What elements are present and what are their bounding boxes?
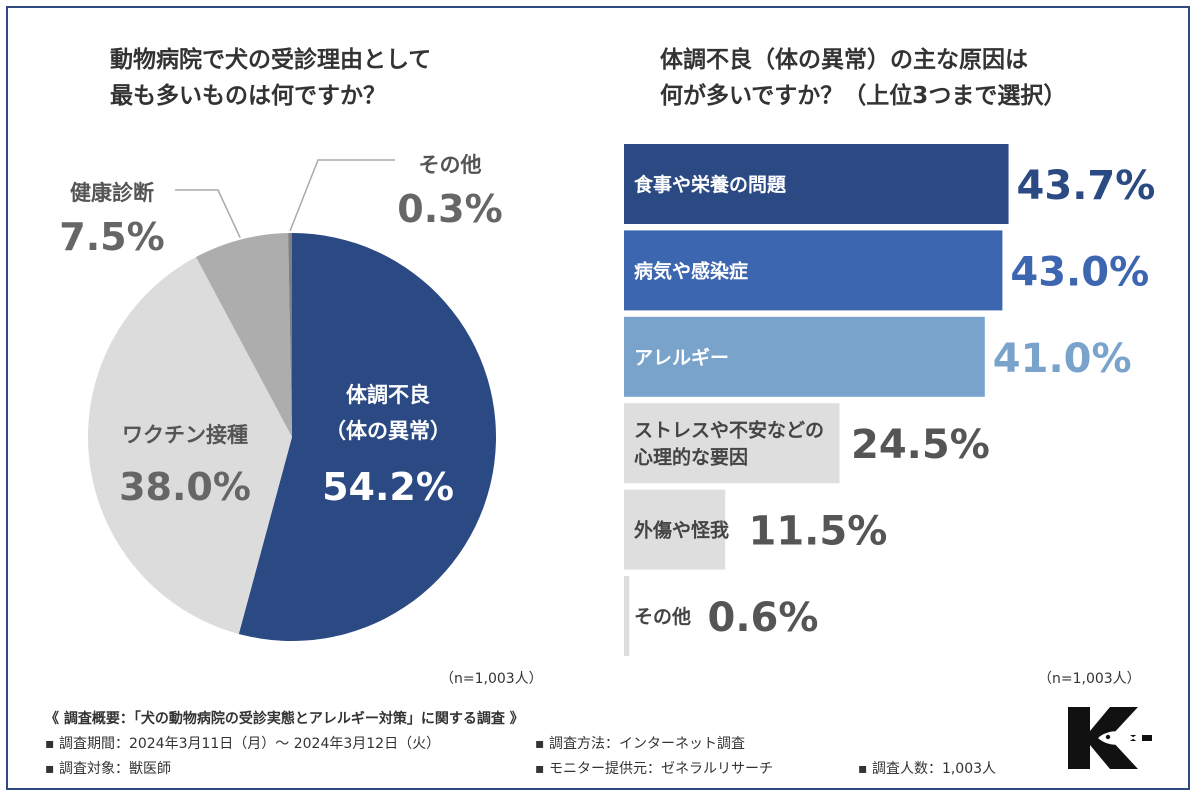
bar-sample-size: （n=1,003人） <box>1038 671 1141 687</box>
bar-title-line-1: 体調不良（体の異常）の主な原因は <box>660 47 1028 73</box>
bar-label-3-line2: 心理的な要因 <box>634 446 748 469</box>
bar-value-0: 43.7% <box>1017 163 1156 209</box>
bar-4 <box>624 489 726 570</box>
bar-label-3: ストレスや不安などの <box>634 419 824 442</box>
pie-value-0: 54.2% <box>322 465 454 509</box>
pie-slice-1 <box>87 257 292 634</box>
survey-count: ▪ 調査人数：1,003人 <box>858 761 997 777</box>
pie-leader-3 <box>289 159 395 232</box>
pie-value-1: 38.0% <box>119 465 251 509</box>
survey-provider: ▪ モニター提供元：ゼネラルリサーチ <box>535 761 773 777</box>
pie-chart-title: 動物病院で犬の受診理由として 最も多いものは何ですか？ <box>110 42 431 114</box>
pie-title-line-1: 動物病院で犬の受診理由として <box>110 47 432 73</box>
bar-label-1: 病気や感染症 <box>634 259 748 282</box>
bar-value-4: 11.5% <box>749 509 888 555</box>
bar-label-5: その他 <box>634 605 691 628</box>
bar-5 <box>624 576 630 656</box>
pie-chart: 体調不良 （体の異常） 54.2% ワクチン接種 38.0% 健康診断 7.5% その他 0.3… <box>59 153 503 641</box>
bar-3 <box>624 403 840 484</box>
bar-0 <box>624 144 1009 224</box>
pie-value-3: 0.3% <box>397 187 502 231</box>
pie-label-2: 健康診断 <box>70 181 154 205</box>
bar-2 <box>624 316 985 397</box>
bar-value-2: 41.0% <box>993 336 1132 382</box>
pie-label-3: その他 <box>419 153 482 177</box>
pie-label-1: ワクチン接種 <box>122 423 248 447</box>
survey-target: ▪ 調査対象：獣医師 <box>45 761 171 777</box>
bar-chart-title: 体調不良（体の異常）の主な原因は 何が多いですか？（上位3つまで選択） <box>660 42 1066 114</box>
pie-slice-3 <box>288 233 292 437</box>
survey-heading: 《 調査概要：「犬の動物病院の受診実態とアレルギー対策」に関する調査 》 <box>45 711 524 727</box>
bar-label-2: アレルギー <box>634 347 729 369</box>
pie-slice-2 <box>195 233 292 437</box>
bar-value-1: 43.0% <box>1010 249 1149 295</box>
outer-frame <box>6 6 1190 790</box>
survey-period: ▪ 調査期間：2024年3月11日（月）～ 2024年3月12日（火） <box>45 736 441 752</box>
bar-label-0: 食事や栄養の問題 <box>634 173 787 196</box>
pie-label-0-line2: （体の異常） <box>325 419 451 443</box>
bar-chart: 食事や栄養の問題 43.7% 病気や感染症 43.0% アレルギー 41.0% ストレスや不… <box>624 144 1155 656</box>
bar-label-4: 外傷や怪我 <box>634 519 729 542</box>
bar-1 <box>624 230 1003 311</box>
bar-value-5: 0.6% <box>708 595 819 641</box>
pie-label-0: 体調不良 <box>346 383 430 407</box>
pie-sample-size: （n=1,003人） <box>440 671 543 687</box>
brand-logo-icon <box>1068 707 1152 769</box>
pie-value-2: 7.5% <box>59 215 164 259</box>
pie-slice-0 <box>238 233 496 641</box>
pie-title-line-2: 最も多いものは何ですか？ <box>110 83 386 109</box>
survey-method: ▪ 調査方法：インターネット調査 <box>535 736 745 752</box>
pie-leader-2 <box>175 189 241 238</box>
bar-title-line-2: 何が多いですか？（上位3つまで選択） <box>660 83 1067 109</box>
bar-value-3: 24.5% <box>851 422 990 468</box>
